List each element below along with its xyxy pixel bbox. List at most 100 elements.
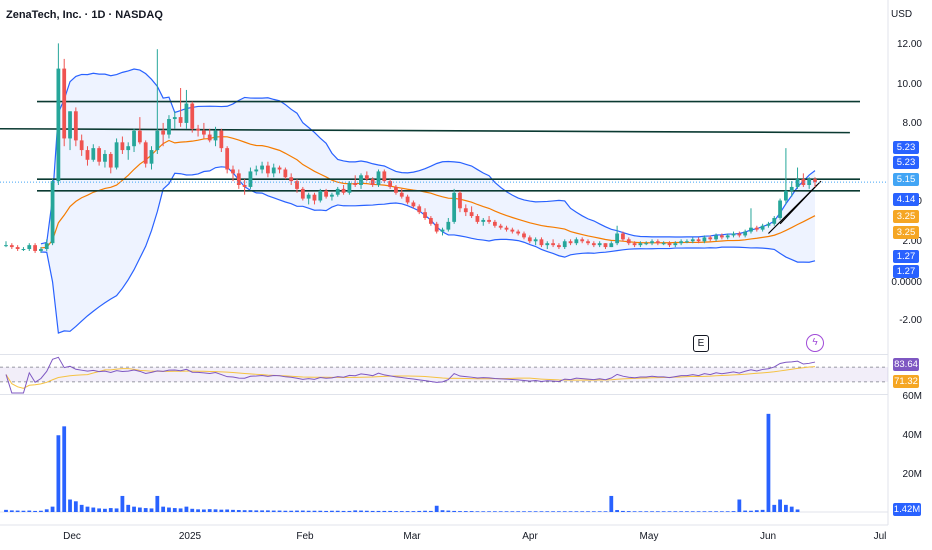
candle-body [778, 200, 782, 218]
rsi-ma-line [5, 366, 816, 389]
candle-body [708, 237, 713, 240]
pane-separator[interactable] [0, 394, 888, 395]
volume-bar [679, 511, 684, 512]
price-tick: -2.00 [899, 315, 922, 326]
volume-bar [551, 511, 555, 512]
volume-bar [498, 511, 503, 512]
candle-body [638, 243, 643, 246]
volume-tick: 40M [902, 430, 922, 441]
candle-body [714, 235, 718, 240]
candle-body [120, 142, 125, 151]
volume-bar [714, 511, 718, 512]
candle-body [190, 103, 195, 129]
currency-label[interactable]: USD [891, 9, 913, 20]
volume-bar [685, 511, 689, 512]
candle-body [394, 186, 398, 193]
volume-bar [510, 511, 515, 512]
candle-body [161, 130, 166, 135]
earnings-marker-icon[interactable]: E [693, 335, 709, 352]
candle-body [44, 243, 49, 250]
volume-bar [789, 506, 794, 512]
volume-bar [73, 501, 78, 512]
volume-bar [673, 511, 678, 512]
candle-body [772, 217, 777, 224]
volume-bar [772, 504, 777, 512]
candle-body [434, 223, 439, 232]
rsi-line [5, 356, 816, 394]
lightning-event-icon[interactable]: ϟ [806, 334, 824, 352]
volume-bar [15, 510, 20, 512]
candle-body [21, 249, 26, 251]
candle-body [533, 239, 538, 242]
volume-bar [335, 510, 340, 512]
volume-bar [68, 499, 72, 512]
candle-body [167, 119, 171, 135]
candle-body [725, 235, 730, 238]
candle-body [73, 111, 78, 141]
candle-body [172, 117, 177, 120]
candle-body [97, 148, 102, 162]
candle-body [248, 171, 253, 187]
candle-body [79, 140, 84, 151]
volume-bar [615, 510, 620, 512]
price-tag: 4.14 [893, 193, 919, 206]
candle-body [574, 239, 579, 244]
pane-separator[interactable] [0, 354, 888, 355]
candle-body [359, 175, 363, 185]
volume-bar [9, 510, 14, 512]
candle-body [201, 130, 206, 135]
volume-bar [248, 510, 253, 512]
volume-bar [708, 511, 713, 512]
candle-body [382, 171, 387, 182]
volume-bar [382, 510, 387, 512]
volume-bar [4, 509, 8, 512]
candle-body [632, 243, 637, 246]
candle-body [749, 227, 753, 232]
volume-bar [364, 510, 369, 512]
volume-bar [172, 508, 177, 512]
time-label-apr: Apr [522, 531, 538, 542]
candle-body [731, 233, 736, 236]
volume-bar [655, 511, 660, 512]
candle-body [690, 239, 695, 242]
candle-body [184, 103, 189, 123]
candle-body [650, 241, 654, 244]
volume-bar [463, 511, 468, 512]
sloped-level-line [0, 127, 850, 134]
volume-bar [266, 510, 270, 512]
volume-bar [33, 510, 37, 512]
bb-basis-tag: 3.25 [893, 226, 919, 239]
volume-bar [21, 510, 26, 512]
volume-bar [533, 511, 538, 512]
volume-bar [201, 509, 206, 512]
candle-body [801, 179, 806, 185]
candle-body [155, 130, 160, 151]
candle-body [475, 216, 480, 222]
volume-bar [155, 495, 160, 512]
candle-body [784, 190, 788, 201]
candle-body [522, 233, 526, 238]
volume-bar [376, 510, 381, 512]
volume-bar [184, 506, 189, 512]
volume-bar [458, 511, 462, 512]
volume-bar [91, 507, 96, 512]
rsi-value-tag: 83.64 [893, 358, 919, 371]
volume-bar [213, 509, 218, 512]
time-label-jun: Jun [759, 531, 777, 542]
symbol-title[interactable]: ZenaTech, Inc. · 1D · NASDAQ [6, 9, 163, 21]
volume-bar [149, 508, 154, 512]
bb-lower-tag: 1.27 [893, 265, 919, 278]
candle-body [347, 183, 352, 193]
candle-body [597, 243, 602, 246]
candle-body [609, 243, 614, 248]
volume-bar [597, 511, 602, 512]
volume-bar [667, 511, 672, 512]
volume-bar [50, 506, 55, 512]
price-tick: 0.0000 [891, 277, 922, 288]
candle-body [277, 167, 282, 170]
volume-bar [487, 511, 491, 512]
candle-body [289, 177, 294, 182]
candle-body [661, 243, 666, 245]
candle-body [213, 130, 218, 141]
